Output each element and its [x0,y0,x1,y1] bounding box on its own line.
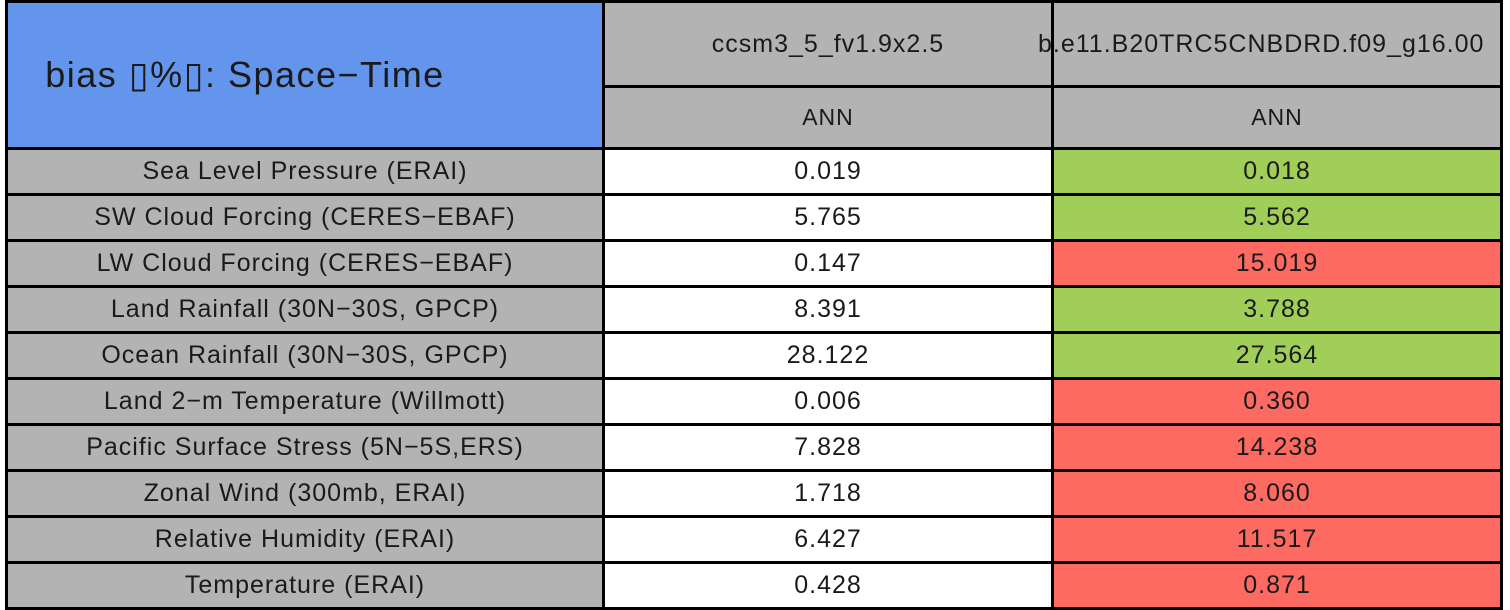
column-divider-line [1051,0,1054,88]
value-cell: 6.427 [605,518,1051,561]
row-label-land-2m-temperature: Land 2−m Temperature (Willmott) [8,380,602,423]
value-cell-highlighted: 0.018 [1054,150,1500,193]
column-header-model-1: ccsm3_5_fv1.9x2.5 [605,3,1051,85]
value-cell: 5.765 [605,196,1051,239]
value-cell: 0.428 [605,564,1051,607]
season-header-2: ANN [1054,88,1500,147]
column-header-model-2: b.e11.B20TRC5CNBDRD.f09_g16.00 [1038,0,1500,88]
value-cell-highlighted: 27.564 [1054,334,1500,377]
row-label-sea-level-pressure: Sea Level Pressure (ERAI) [8,150,602,193]
row-label-pacific-surface-stress: Pacific Surface Stress (5N−5S,ERS) [8,426,602,469]
column-header-model-2-text: b.e11.B20TRC5CNBDRD.f09_g16.00 [1038,29,1485,58]
value-cell: 8.391 [605,288,1051,331]
value-cell-highlighted: 11.517 [1054,518,1500,561]
value-cell-highlighted: 0.360 [1054,380,1500,423]
value-cell: 0.006 [605,380,1051,423]
row-label-relative-humidity: Relative Humidity (ERAI) [8,518,602,561]
metrics-table: bias ▯%▯: Space−Time ccsm3_5_fv1.9x2.5 b… [5,0,1503,610]
row-label-sw-cloud-forcing: SW Cloud Forcing (CERES−EBAF) [8,196,602,239]
row-label-ocean-rainfall: Ocean Rainfall (30N−30S, GPCP) [8,334,602,377]
value-cell: 7.828 [605,426,1051,469]
row-label-temperature: Temperature (ERAI) [8,564,602,607]
value-cell: 1.718 [605,472,1051,515]
value-cell-highlighted: 8.060 [1054,472,1500,515]
row-label-zonal-wind: Zonal Wind (300mb, ERAI) [8,472,602,515]
table-title: bias ▯%▯: Space−Time [8,3,602,147]
value-cell-highlighted: 14.238 [1054,426,1500,469]
value-cell-highlighted: 15.019 [1054,242,1500,285]
value-cell: 0.019 [605,150,1051,193]
row-label-land-rainfall: Land Rainfall (30N−30S, GPCP) [8,288,602,331]
value-cell-highlighted: 0.871 [1054,564,1500,607]
row-label-lw-cloud-forcing: LW Cloud Forcing (CERES−EBAF) [8,242,602,285]
value-cell: 28.122 [605,334,1051,377]
value-cell-highlighted: 3.788 [1054,288,1500,331]
value-cell-highlighted: 5.562 [1054,196,1500,239]
season-header-1: ANN [605,88,1051,147]
value-cell: 0.147 [605,242,1051,285]
